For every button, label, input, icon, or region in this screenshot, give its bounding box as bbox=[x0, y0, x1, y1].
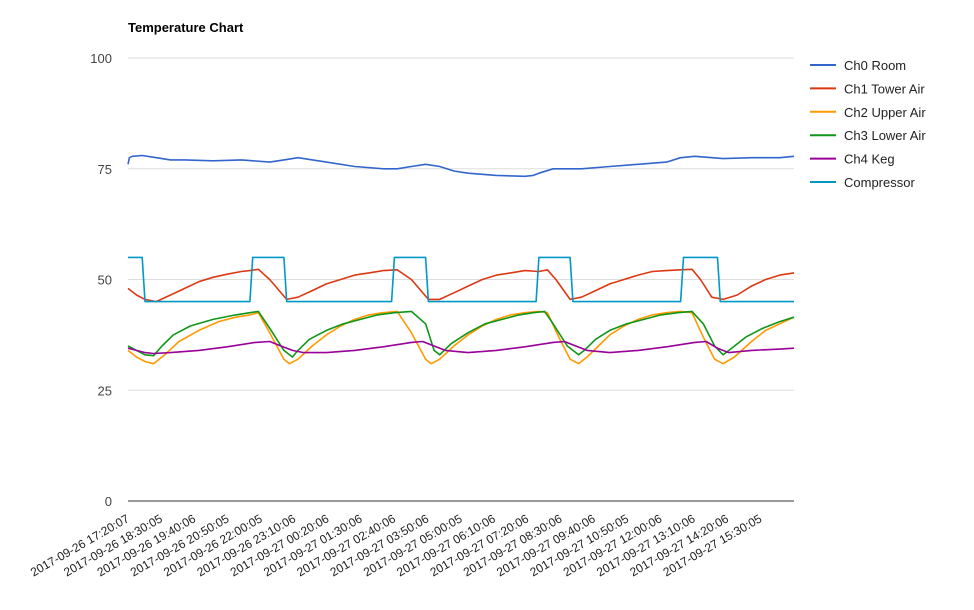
grid-lines bbox=[128, 57, 794, 502]
legend: Ch0 Room Ch1 Tower Air Ch2 Upper Air Ch3 Lo… bbox=[810, 58, 926, 190]
legend-label: Ch2 Upper Air bbox=[844, 105, 926, 120]
y-tick-label: 25 bbox=[98, 383, 112, 398]
chart-title: Temperature Chart bbox=[128, 20, 244, 35]
series-line-ch0-room bbox=[127, 154, 795, 178]
y-tick-label: 75 bbox=[98, 162, 112, 177]
legend-label: Ch0 Room bbox=[844, 58, 906, 73]
y-tick-label: 50 bbox=[98, 273, 112, 288]
y-tick-label: 100 bbox=[90, 51, 112, 66]
series-line-ch1-tower-air bbox=[127, 268, 795, 303]
series-line-ch4-keg bbox=[127, 340, 795, 355]
series-lines bbox=[127, 154, 795, 365]
series-line-compressor bbox=[128, 256, 794, 303]
legend-label: Ch4 Keg bbox=[844, 152, 895, 167]
legend-label: Compressor bbox=[844, 175, 915, 190]
series-line-ch3-lower-air bbox=[127, 310, 795, 358]
y-axis-ticks: 0 25 50 75 100 bbox=[90, 51, 112, 509]
legend-label: Ch1 Tower Air bbox=[844, 81, 925, 96]
legend-label: Ch3 Lower Air bbox=[844, 128, 926, 143]
y-tick-label: 0 bbox=[105, 494, 112, 509]
